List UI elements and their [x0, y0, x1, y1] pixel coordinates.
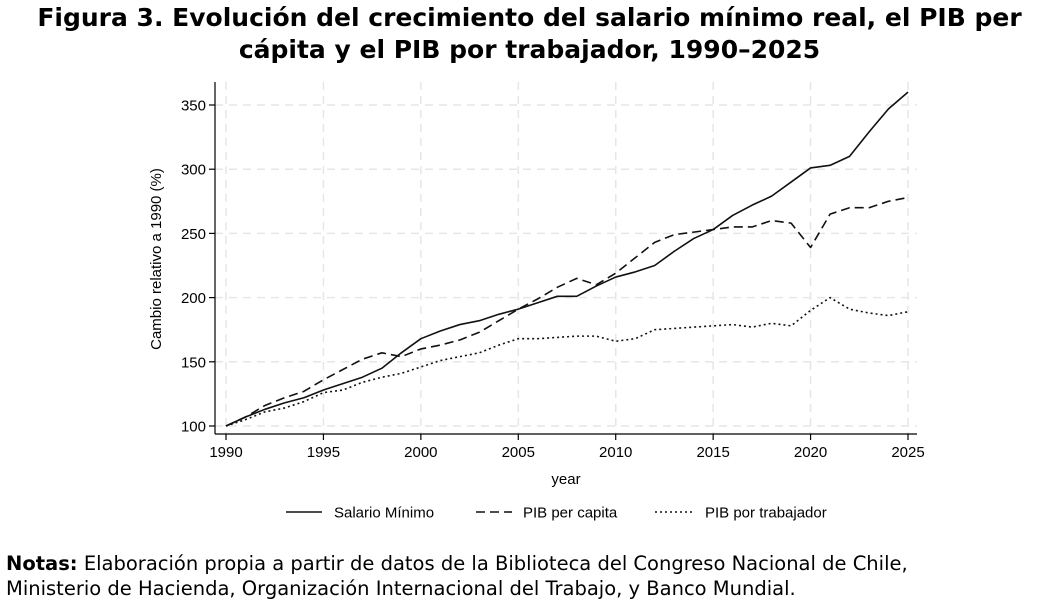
- notes-text-1: Elaboración propia a partir de datos de …: [83, 552, 908, 575]
- page-title: Figura 3. Evolución del crecimiento del …: [0, 2, 1059, 66]
- x-tick-label: 2010: [599, 444, 632, 461]
- legend-label: PIB per capita: [523, 505, 618, 522]
- legend-label: Salario Mínimo: [334, 505, 434, 522]
- x-axis-ticks: 1990 1995 2000 2005 2010 2015 2020 2025: [209, 434, 925, 461]
- line-chart: 1990 1995 2000 2005 2010 2015 2020 2025 100 150 2…: [148, 82, 925, 522]
- x-tick-label: 1995: [307, 444, 340, 461]
- y-tick-label: 100: [181, 419, 206, 436]
- notes: Notas: Elaboración propia a partir de da…: [6, 551, 1058, 601]
- notes-label: Notas:: [6, 552, 78, 575]
- x-axis-title: year: [551, 471, 580, 488]
- grid: [215, 82, 917, 434]
- x-tick-label: 2005: [502, 444, 535, 461]
- title-line-2: cápita y el PIB por trabajador, 1990–202…: [238, 35, 821, 64]
- y-axis-title: Cambio relativo a 1990 (%): [148, 168, 165, 350]
- title-line-1: Figura 3. Evolución del crecimiento del …: [37, 3, 1022, 32]
- y-axis-ticks: 100 150 200 250 300 350: [181, 98, 215, 436]
- y-tick-label: 300: [181, 162, 206, 179]
- y-tick-label: 350: [181, 98, 206, 115]
- x-tick-label: 2000: [404, 444, 437, 461]
- x-tick-label: 2015: [696, 444, 729, 461]
- axes: [214, 82, 917, 435]
- x-tick-label: 2020: [794, 444, 827, 461]
- legend-label: PIB por trabajador: [705, 505, 827, 522]
- series-lines: [225, 91, 909, 427]
- notes-line-1: Notas: Elaboración propia a partir de da…: [6, 551, 1058, 576]
- series-line-pib-por-trabajador: [225, 296, 909, 427]
- y-tick-label: 200: [181, 290, 206, 307]
- legend: Salario Mínimo PIB per capita PIB por trab…: [286, 505, 827, 522]
- y-tick-label: 150: [181, 354, 206, 371]
- series-line-salario-minimo: [225, 91, 909, 427]
- notes-text-2: Ministerio de Hacienda, Organización Int…: [6, 577, 796, 600]
- x-tick-label: 1990: [209, 444, 242, 461]
- x-tick-label: 2025: [891, 444, 924, 461]
- series-line-pib-per-capita: [225, 196, 909, 427]
- y-tick-label: 250: [181, 226, 206, 243]
